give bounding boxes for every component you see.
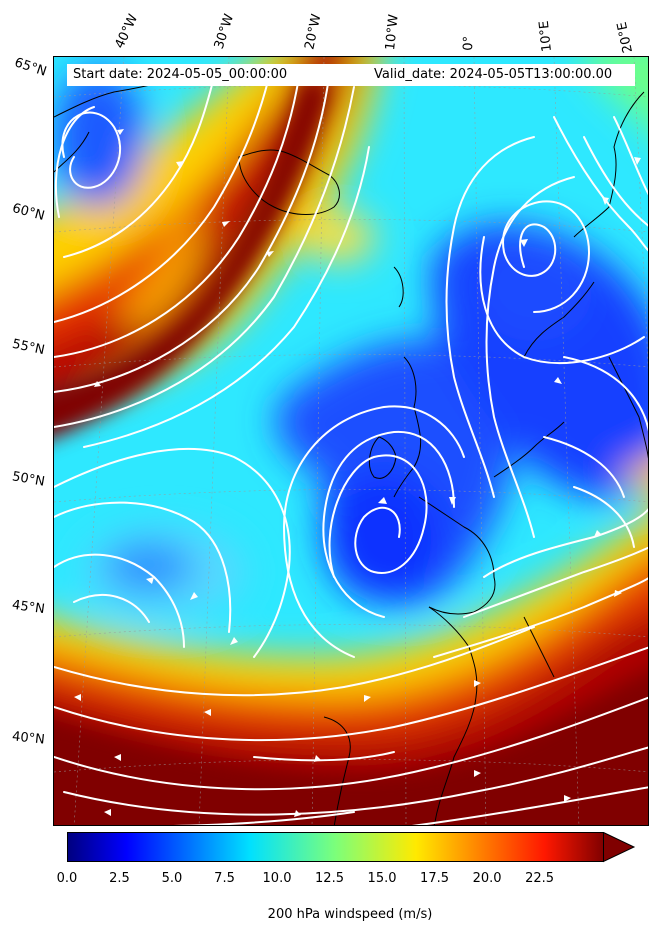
header-bar (67, 64, 635, 86)
colorbar (67, 832, 636, 863)
colorbar-tick-label: 20.0 (472, 871, 502, 886)
streamline-arrows (74, 129, 641, 817)
lat-label-50n: 50°N (10, 469, 46, 490)
colorbar-tick-label: 10.0 (262, 871, 292, 886)
lon-label-40w: 40°W (112, 12, 142, 51)
colorbar-tick-label: 22.5 (525, 871, 555, 886)
colorbar-tick-label: 2.5 (109, 871, 130, 886)
lon-label-30w: 30°W (211, 12, 238, 51)
lon-label-0: 0° (461, 35, 477, 51)
coastlines (54, 76, 648, 825)
lon-label-20w: 20°W (302, 12, 325, 51)
colorbar-tick-label: 7.5 (214, 871, 235, 886)
lon-label-10e: 10°E (536, 19, 555, 53)
lat-label-60n: 60°N (10, 201, 47, 224)
lat-label-45n: 45°N (11, 597, 46, 618)
colorbar-tick-label: 5.0 (161, 871, 183, 886)
lat-label-65n: 65°N (12, 55, 49, 80)
colorbar-tick-label: 12.5 (315, 871, 344, 886)
colorbar-gradient (67, 832, 604, 862)
lon-label-20e: 20°E (614, 20, 636, 55)
start-date-label: Start date: 2024-05-05_00:00:00 (73, 67, 288, 82)
lat-label-40n: 40°N (11, 729, 46, 748)
colorbar-tick-label: 15.0 (367, 871, 397, 886)
streamlines (54, 76, 648, 825)
map-panel (53, 56, 649, 826)
lat-label-55n: 55°N (10, 336, 46, 359)
valid-date-label: Valid_date: 2024-05-05T13:00:00.00 (374, 67, 613, 82)
lon-label-10w: 10°W (383, 13, 402, 52)
colorbar-tick-label: 17.5 (420, 871, 450, 886)
colorbar-tick-label: 0.0 (56, 871, 78, 886)
colorbar-extend-arrow (603, 832, 636, 863)
colorbar-label: 200 hPa windspeed (m/s) (267, 907, 433, 922)
windspeed-map (54, 57, 648, 825)
